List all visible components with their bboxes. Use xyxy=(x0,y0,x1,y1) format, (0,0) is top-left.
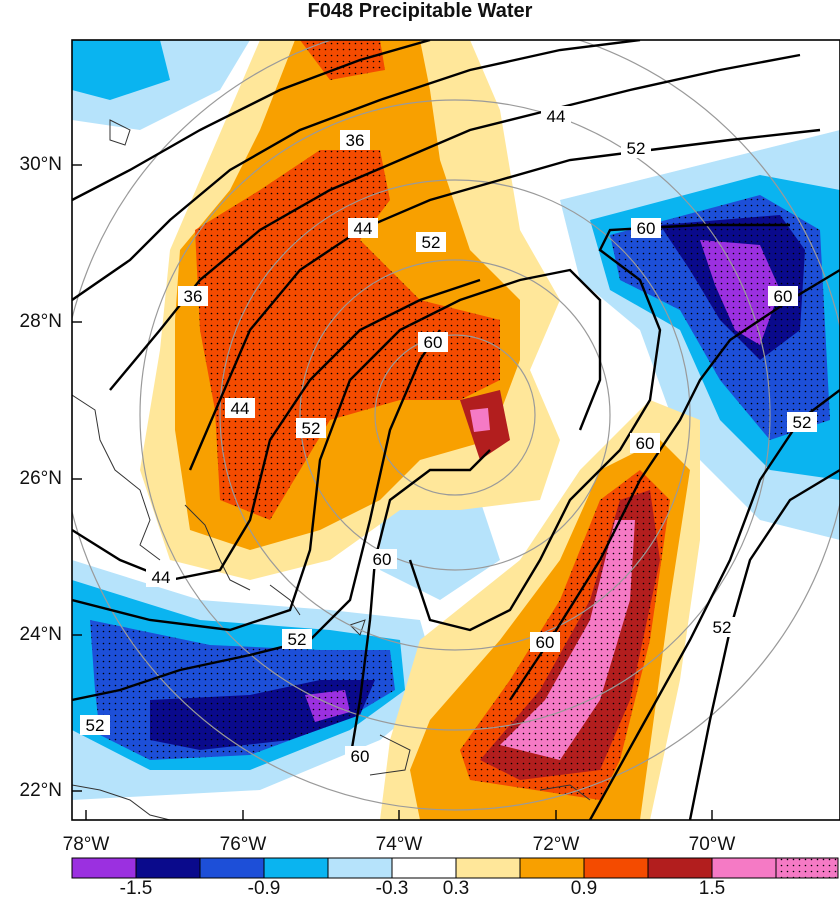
map-title: F048 Precipitable Water xyxy=(307,0,533,22)
colorbar-tick-label: 0.3 xyxy=(442,878,470,899)
contour-label: 60 xyxy=(530,632,560,652)
contour-label-text: 52 xyxy=(86,716,105,735)
colorbar-segment xyxy=(71,857,137,879)
contour-label: 36 xyxy=(178,286,208,306)
contour-label-text: 60 xyxy=(536,633,555,652)
latitude-tick-label: 22°N xyxy=(19,780,62,801)
colorbar-segment xyxy=(327,857,393,879)
latitude-tick-label: 26°N xyxy=(19,468,62,489)
contour-label-text: 60 xyxy=(424,333,443,352)
contour-label-text: 52 xyxy=(422,233,441,252)
colorbar-segment xyxy=(583,857,649,879)
colorbar-tick-label: 0.9 xyxy=(570,878,598,899)
colorbar-segment xyxy=(263,857,329,879)
contour-label: 44 xyxy=(225,398,255,418)
contour-label-text: 52 xyxy=(793,413,812,432)
colorbar-tick-label: -0.9 xyxy=(247,878,281,899)
latitude-tick-label: 28°N xyxy=(19,311,62,332)
longitude-tick-label: 72°W xyxy=(532,834,580,855)
significance-stipple xyxy=(195,150,500,520)
contour-labels: 36 44 52 60 36 44 52 60 44 52 60 44 52 6… xyxy=(80,106,817,766)
contour-label: 44 xyxy=(348,218,378,238)
coastlines xyxy=(72,119,591,820)
contour-label-text: 44 xyxy=(354,219,373,238)
colorbar-tick-label: 1.5 xyxy=(698,878,726,899)
contour-label: 60 xyxy=(631,218,661,238)
contour-label: 52 xyxy=(80,715,110,735)
contour-label-text: 60 xyxy=(774,287,793,306)
latitude-tick-label: 30°N xyxy=(19,154,62,175)
shading-layer: 36 44 52 60 36 44 52 60 44 52 60 44 52 6… xyxy=(72,40,840,820)
latitude-tick-label: 24°N xyxy=(19,624,62,645)
contour-label-text: 60 xyxy=(373,550,392,569)
contour-label: 52 xyxy=(416,232,446,252)
contour-label: 60 xyxy=(630,433,660,453)
contour-label: 60 xyxy=(367,549,397,569)
contour-label-text: 52 xyxy=(713,618,732,637)
colorbar xyxy=(71,857,839,879)
contour-label-text: 36 xyxy=(184,287,203,306)
longitude-tick-label: 78°W xyxy=(62,834,110,855)
colorbar-segment xyxy=(519,857,585,879)
contour-label: 44 xyxy=(541,106,571,126)
contour-label-text: 44 xyxy=(152,568,171,587)
contour-label-text: 36 xyxy=(346,131,365,150)
significance-stipple xyxy=(90,620,395,760)
contour-label: 52 xyxy=(296,418,326,438)
contour-label: 36 xyxy=(340,130,370,150)
contour-label: 60 xyxy=(345,746,375,766)
longitude-tick-label: 70°W xyxy=(688,834,736,855)
colorbar-tick-label: -1.5 xyxy=(119,878,153,899)
contour-label: 44 xyxy=(146,567,176,587)
colorbar-segment xyxy=(391,857,457,879)
significance-stipple xyxy=(300,40,385,80)
contour-label: 52 xyxy=(282,629,312,649)
anomaly-region xyxy=(470,408,490,432)
contour-label: 60 xyxy=(418,332,448,352)
colorbar-segment xyxy=(647,857,713,879)
range-rings xyxy=(72,40,840,811)
anomaly-region xyxy=(72,40,170,100)
colorbar-segment xyxy=(135,857,201,879)
significance-stipple xyxy=(610,195,830,440)
axis-ticks xyxy=(72,164,713,820)
contour-label-text: 44 xyxy=(231,399,250,418)
significance-stipple xyxy=(460,470,670,800)
contour-label-text: 60 xyxy=(636,434,655,453)
contour-label: 52 xyxy=(787,412,817,432)
contour-label-text: 60 xyxy=(351,747,370,766)
longitude-tick-label: 76°W xyxy=(219,834,267,855)
anomaly-region xyxy=(380,500,500,600)
contour-label: 52 xyxy=(621,138,651,158)
colorbar-segment xyxy=(455,857,521,879)
contour-label-text: 52 xyxy=(288,630,307,649)
contour-label: 52 xyxy=(707,617,737,637)
contour-label-text: 60 xyxy=(637,219,656,238)
contour-label-text: 44 xyxy=(547,107,566,126)
contour-label: 60 xyxy=(768,286,798,306)
colorbar-tick-label: -0.3 xyxy=(375,878,409,899)
map-frame xyxy=(71,39,840,821)
contour-label-text: 52 xyxy=(627,139,646,158)
contour-label-text: 52 xyxy=(302,419,321,438)
longitude-tick-label: 74°W xyxy=(375,834,423,855)
colorbar-segment xyxy=(711,857,777,879)
colorbar-segment xyxy=(199,857,265,879)
